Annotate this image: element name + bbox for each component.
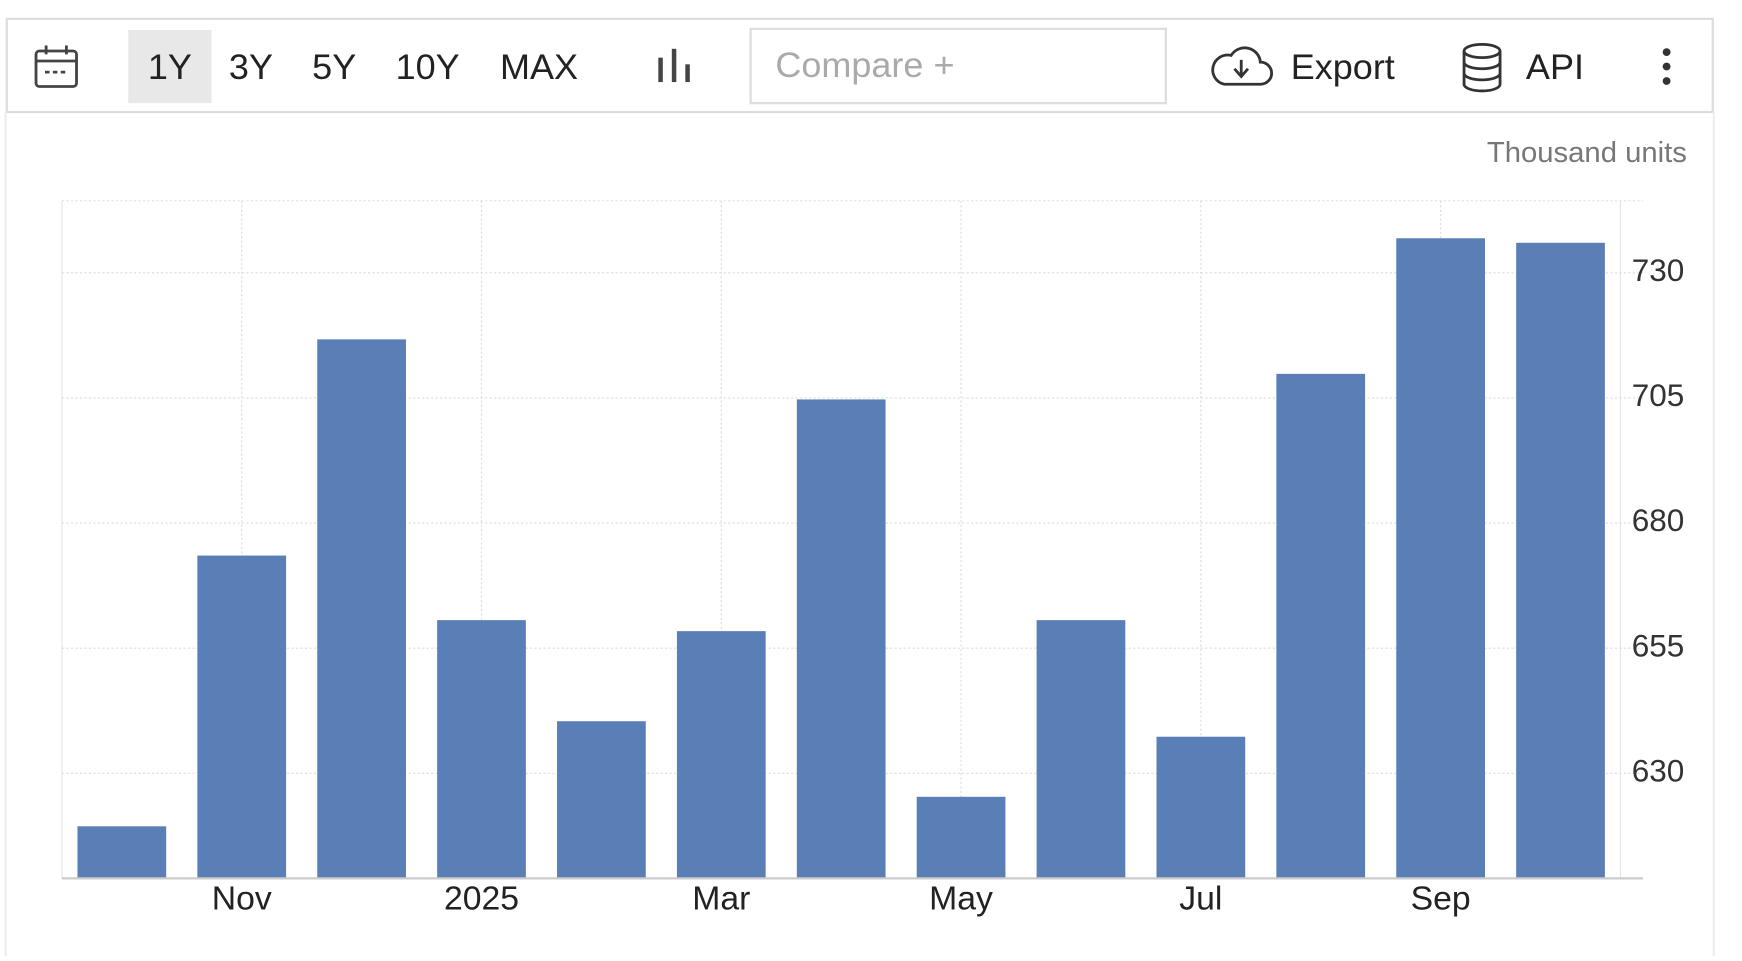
bar bbox=[796, 399, 886, 879]
bar bbox=[1516, 242, 1605, 879]
x-tick-label: Mar bbox=[692, 881, 750, 918]
x-tick-label: Sep bbox=[1411, 881, 1471, 918]
bar bbox=[916, 796, 1006, 879]
range-button[interactable]: 10Y bbox=[396, 47, 460, 87]
more-icon[interactable] bbox=[1662, 48, 1671, 85]
bar bbox=[317, 339, 406, 879]
x-tick-label: 2025 bbox=[444, 881, 519, 918]
compare-box[interactable] bbox=[749, 27, 1167, 105]
y-tick-label: 655 bbox=[1632, 629, 1685, 664]
api-icon[interactable] bbox=[1462, 42, 1502, 93]
calendar-icon[interactable] bbox=[34, 45, 78, 88]
y-tick-label: 680 bbox=[1632, 503, 1685, 538]
unit-label: Thousand units bbox=[1487, 137, 1687, 169]
bar bbox=[676, 631, 766, 879]
chart: 630 655 680 705 730 Nov 2025 Mar May Jul Sep bbox=[61, 200, 1685, 918]
range-button[interactable]: MAX bbox=[500, 47, 578, 87]
bar bbox=[1036, 620, 1126, 879]
bar bbox=[437, 620, 526, 879]
bar bbox=[77, 826, 167, 879]
chart-type-icon[interactable] bbox=[658, 48, 690, 83]
bar bbox=[557, 721, 646, 879]
x-tick-label: May bbox=[929, 881, 993, 918]
y-tick-label: 630 bbox=[1632, 754, 1685, 789]
range-button[interactable]: 3Y bbox=[229, 47, 273, 87]
export-icon[interactable] bbox=[1211, 46, 1273, 86]
x-tick-label: Nov bbox=[212, 881, 272, 918]
compare-placeholder: Compare + bbox=[775, 45, 954, 85]
export-button[interactable]: Export bbox=[1291, 47, 1395, 87]
api-button[interactable]: API bbox=[1526, 47, 1584, 87]
bar bbox=[1276, 373, 1366, 879]
y-tick-label: 730 bbox=[1632, 253, 1685, 288]
bar bbox=[1396, 238, 1485, 879]
range-button[interactable]: 5Y bbox=[312, 47, 356, 87]
y-tick-label: 705 bbox=[1632, 378, 1685, 413]
x-tick-label: Jul bbox=[1179, 881, 1222, 918]
bar bbox=[197, 555, 287, 879]
bar bbox=[1156, 736, 1246, 879]
range-button[interactable]: 1Y bbox=[148, 47, 192, 87]
range-selected bbox=[128, 29, 212, 104]
